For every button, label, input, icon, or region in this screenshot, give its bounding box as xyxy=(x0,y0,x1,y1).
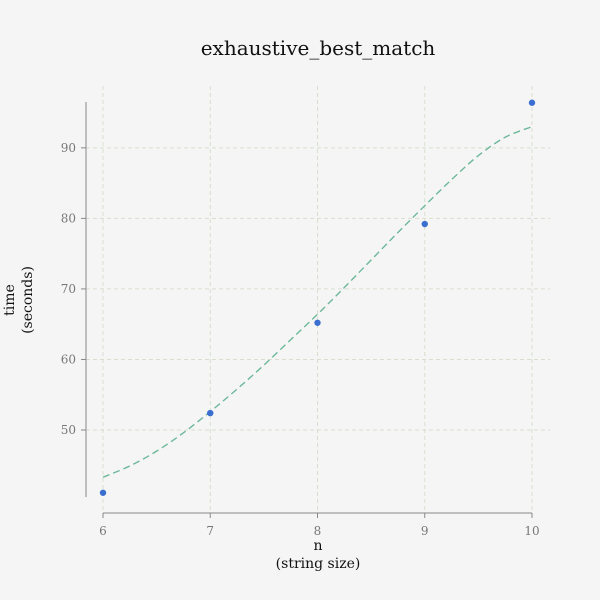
plot-area xyxy=(99,99,536,496)
x-tick-label: 8 xyxy=(314,524,322,538)
axes xyxy=(81,102,533,518)
data-point xyxy=(207,409,214,417)
y-axis-label-line-2: (seconds) xyxy=(20,266,36,334)
x-axis-label-line-2: (string size) xyxy=(276,556,361,572)
y-tick-label: 80 xyxy=(61,211,76,225)
x-axis-label-line-1: n xyxy=(313,538,322,554)
x-tick-label: 9 xyxy=(421,524,429,538)
y-tick-label: 50 xyxy=(61,423,76,437)
x-tick-label: 6 xyxy=(99,524,107,538)
data-point xyxy=(314,319,321,326)
y-tick-label: 90 xyxy=(61,141,76,155)
chart-title: exhaustive_best_match xyxy=(201,36,436,60)
chart-labels: exhaustive_best_match n (string size) ti… xyxy=(2,36,540,572)
y-axis-label-line-1: time xyxy=(2,284,18,316)
y-tick-label: 60 xyxy=(61,352,76,366)
grid xyxy=(86,86,550,513)
x-tick-label: 7 xyxy=(206,524,214,538)
fit-curve-line xyxy=(102,126,533,478)
data-point xyxy=(528,99,536,106)
y-tick-label: 70 xyxy=(61,282,76,296)
x-tick-label: 10 xyxy=(524,524,539,538)
data-point xyxy=(421,220,428,228)
data-point xyxy=(99,489,107,496)
